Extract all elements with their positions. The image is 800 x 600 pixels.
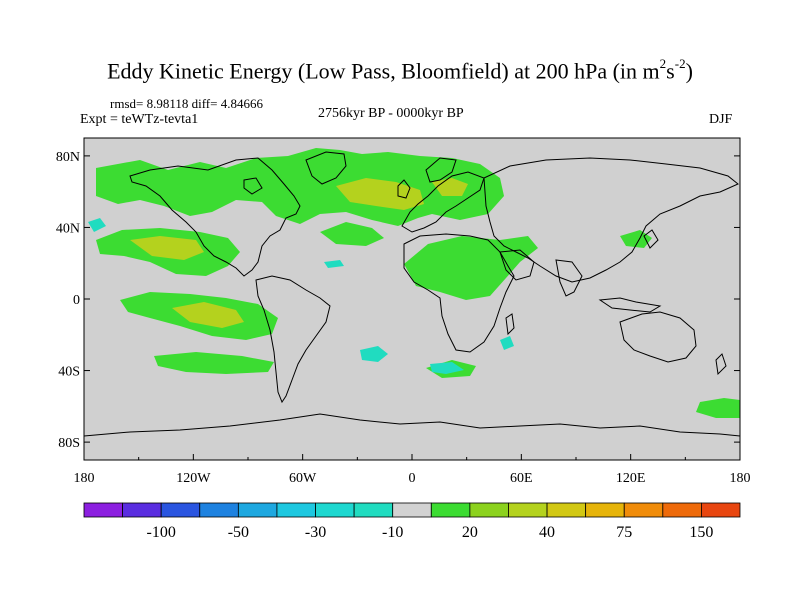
coast-antarctica <box>84 413 740 437</box>
contour-east-asia <box>620 230 652 248</box>
colorbar-label: 20 <box>462 524 478 541</box>
colorbar-label: 150 <box>689 524 713 541</box>
contour-europe-max <box>336 178 424 210</box>
contour-south-pacific-strip <box>154 352 274 374</box>
colorbar-swatch <box>469 502 509 518</box>
colorbar-swatch <box>276 502 316 518</box>
colorbar-swatch <box>585 502 625 518</box>
x-tick-label: 180 <box>730 471 751 486</box>
experiment-label: Expt = teWTz-tevta1 <box>80 112 199 127</box>
contour-negative-southeast-atlantic <box>430 362 464 374</box>
contour-negative-atlantic <box>324 260 344 268</box>
coast-indonesia <box>598 297 662 313</box>
coast-north-america <box>129 157 301 277</box>
contour-atlantic-patch <box>320 222 384 246</box>
stats-label: rmsd= 8.98118 diff= 4.84666 <box>110 96 263 111</box>
coast-asia <box>483 157 739 283</box>
colorbar-swatch <box>353 502 394 518</box>
coast-greenland <box>305 151 347 185</box>
colorbar-swatch <box>546 502 587 518</box>
coastlines <box>84 151 740 437</box>
x-tick-label: 180 <box>74 471 95 486</box>
colorbar-label: -10 <box>382 524 403 541</box>
contour-southeast-pacific-max <box>172 302 244 328</box>
colorbar-swatch <box>662 502 702 518</box>
colorbar-label: -30 <box>305 524 326 541</box>
colorbar-swatch <box>237 502 278 518</box>
colorbar-label: 75 <box>616 524 632 541</box>
colorbar-label: -100 <box>147 524 176 541</box>
coast-south-america <box>255 275 331 404</box>
contour-negative-indian <box>500 336 514 350</box>
colorbar: -100 -50 -30 -10 20 40 75 150 <box>83 502 741 541</box>
coast-europe <box>401 171 485 233</box>
contour-negative-south-atlantic <box>360 346 388 362</box>
y-tick-label: 0 <box>73 293 80 308</box>
contour-fill <box>88 148 740 418</box>
colorbar-swatch <box>83 502 123 518</box>
x-tick-label: 120W <box>176 471 211 486</box>
y-tick-label: 80S <box>58 436 80 451</box>
contour-europe-max-east <box>432 178 468 196</box>
contour-negative-north-pacific <box>88 218 106 232</box>
coast-new-zealand <box>715 353 727 376</box>
coast-madagascar <box>505 313 515 336</box>
x-tick-label: 60W <box>289 471 317 486</box>
coast-africa <box>403 233 515 353</box>
period-label: 2756kyr BP - 0000kyr BP <box>318 106 464 121</box>
coast-arabia <box>499 249 535 281</box>
y-tick-label: 40N <box>56 221 80 236</box>
axis-ticks: 180 120W 60W 0 60E 120E 180 80N 40N 0 40S 80S <box>56 150 751 486</box>
colorbar-swatch <box>701 502 741 518</box>
colorbar-swatch <box>160 502 201 518</box>
y-tick-label: 80N <box>56 150 80 165</box>
colorbar-swatch <box>199 502 239 518</box>
coast-australia <box>619 311 697 363</box>
coast-hudson-bay <box>243 177 263 195</box>
colorbar-swatch <box>122 502 162 518</box>
colorbar-swatch <box>430 502 471 518</box>
season-label: DJF <box>709 112 733 127</box>
y-tick-label: 40S <box>58 365 80 380</box>
x-tick-label: 120E <box>616 471 646 486</box>
coast-uk <box>397 179 411 199</box>
coast-scandinavia <box>425 157 457 183</box>
contour-dateline-south <box>696 398 740 418</box>
colorbar-swatch <box>508 502 548 518</box>
colorbar-label: -50 <box>228 524 249 541</box>
x-tick-label: 60E <box>510 471 533 486</box>
contour-subtropical-pacific-max <box>130 236 204 260</box>
plot-title: Eddy Kinetic Energy (Low Pass, Bloomfiel… <box>107 56 693 84</box>
x-tick-label: 0 <box>409 471 416 486</box>
colorbar-label: 40 <box>539 524 555 541</box>
coast-india <box>555 259 583 297</box>
colorbar-swatch <box>623 502 664 518</box>
coast-japan <box>643 229 659 249</box>
colorbar-swatch <box>392 502 432 518</box>
colorbar-swatch <box>315 502 355 518</box>
